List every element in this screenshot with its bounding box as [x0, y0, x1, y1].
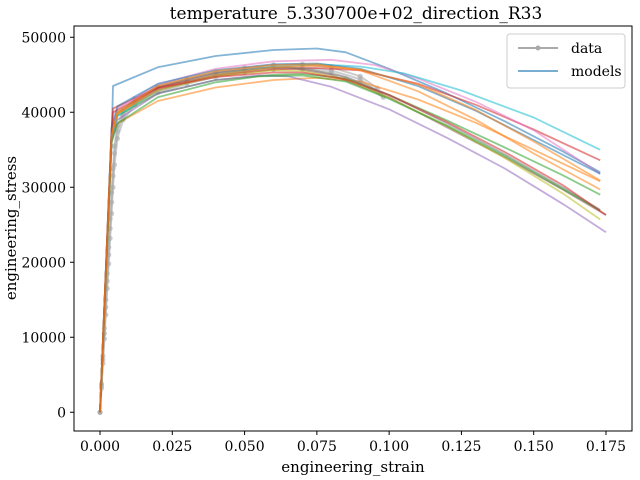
legend: data models: [506, 33, 626, 89]
legend-models-label: models: [571, 64, 622, 80]
x-axis: 0.000 0.025 0.050 0.075 0.100 0.125 0.150 0.175: [80, 431, 626, 455]
y-tick-label: 0: [57, 405, 66, 421]
data-curve-2: [99, 67, 384, 413]
model-curve-13: [99, 74, 601, 413]
model-curve-12: [99, 64, 601, 413]
x-tick-label: 0.100: [369, 439, 409, 455]
x-axis-label: engineering_strain: [281, 458, 425, 476]
x-tick-label: 0.050: [225, 439, 265, 455]
y-axis-label: engineering_stress: [2, 156, 20, 300]
model-curve-6: [99, 66, 607, 413]
model-layer: [99, 47, 607, 413]
y-axis: 0 10000 20000 30000 40000 50000: [21, 30, 74, 421]
data-curve-1: [99, 66, 382, 413]
y-tick-label: 10000: [21, 330, 66, 346]
model-curve-9: [99, 69, 601, 413]
model-curve-2: [99, 76, 601, 413]
model-curve-3: [99, 73, 601, 413]
data-layer: [97, 61, 386, 415]
y-tick-label: 30000: [21, 180, 66, 196]
data-curve-3: [99, 63, 379, 413]
model-curve-1: [99, 47, 601, 413]
data-point: [111, 143, 118, 149]
x-tick-label: 0.125: [441, 439, 481, 455]
x-tick-label: 0.075: [297, 439, 337, 455]
model-curve-11: [99, 62, 601, 413]
x-tick-label: 0.150: [514, 439, 554, 455]
model-curve-8: [99, 66, 601, 413]
legend-data-marker: [535, 45, 541, 51]
y-tick-label: 50000: [21, 30, 66, 46]
model-curve-4: [99, 67, 601, 413]
chart-title: temperature_5.330700e+02_direction_R33: [170, 4, 543, 24]
x-tick-label: 0.175: [586, 439, 626, 455]
model-curve-10: [99, 63, 601, 413]
model-curve-14: [99, 71, 607, 413]
legend-data-label: data: [571, 41, 602, 57]
model-curve-5: [99, 74, 607, 413]
data-point: [110, 165, 116, 172]
x-tick-label: 0.000: [80, 439, 120, 455]
model-curve-15: [99, 63, 601, 413]
plot-area-frame: [73, 25, 633, 432]
y-tick-label: 40000: [21, 105, 66, 121]
model-curve-7: [99, 58, 601, 413]
data-point: [357, 73, 363, 79]
x-tick-label: 0.025: [152, 439, 192, 455]
y-tick-label: 20000: [21, 255, 66, 271]
